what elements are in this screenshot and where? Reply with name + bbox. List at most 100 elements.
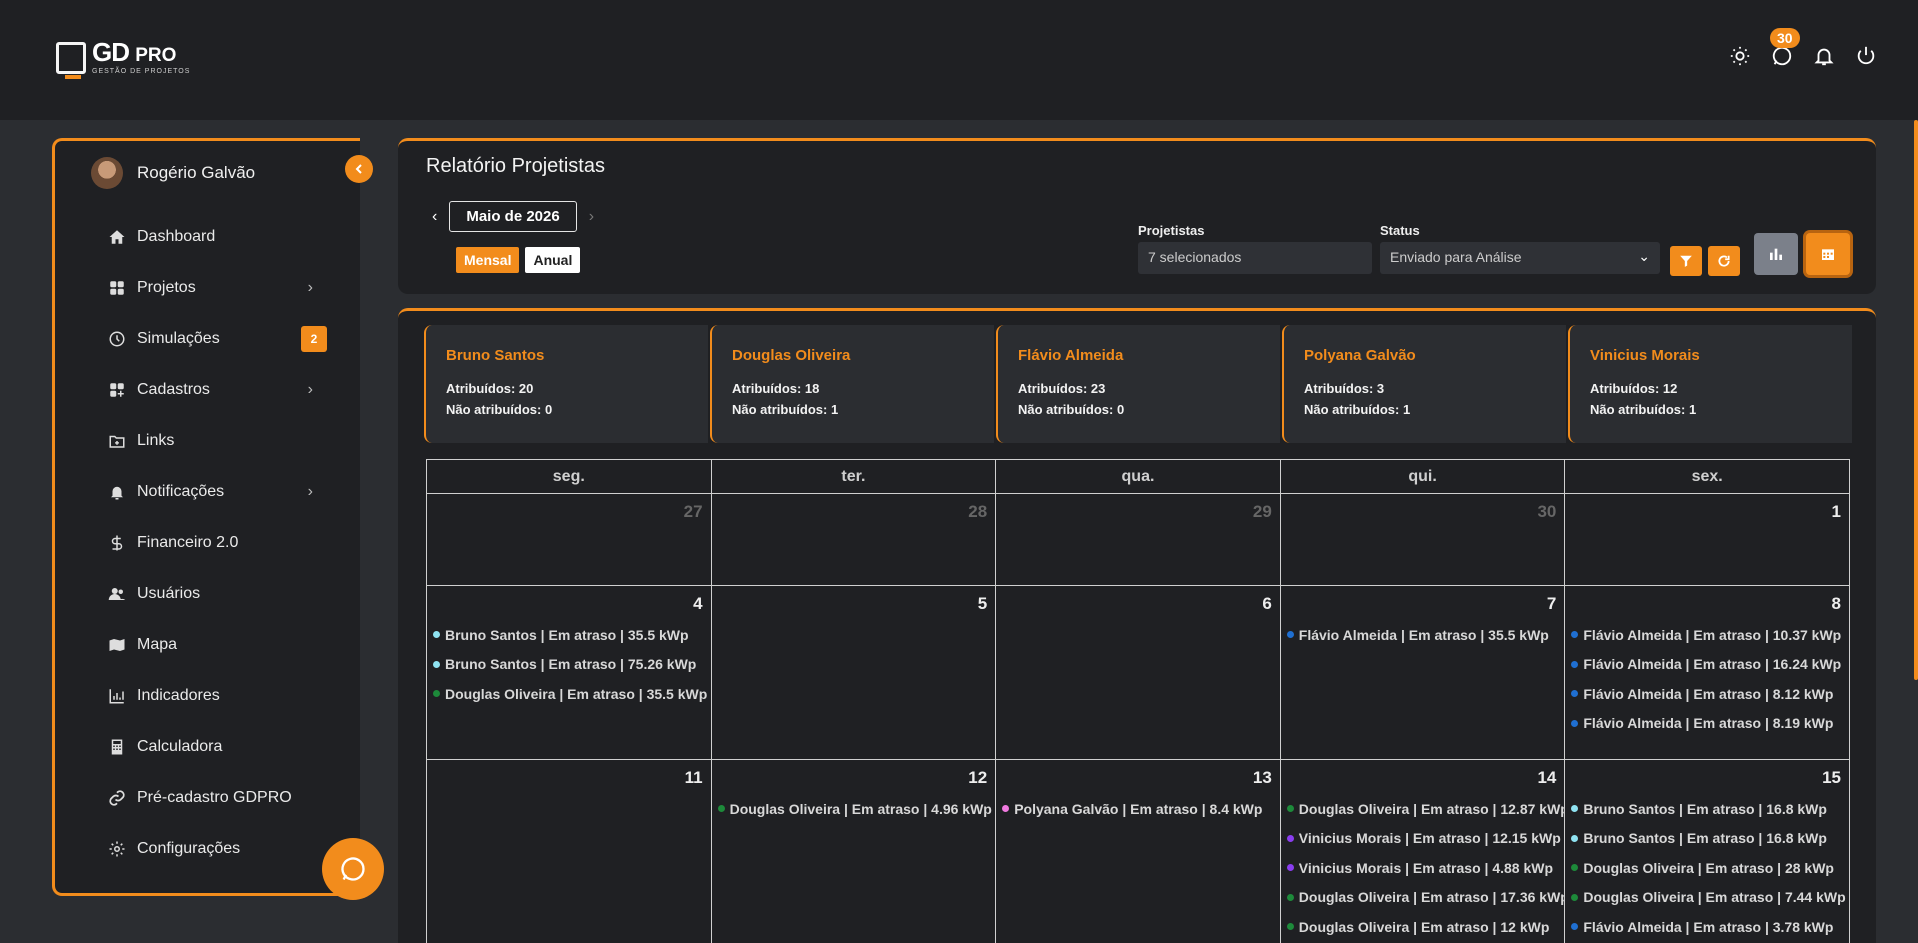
calendar-view-button[interactable] [1806,233,1850,275]
assigned-count: Atribuídos: 18 [732,381,820,396]
calendar-event[interactable]: Vinicius Morais | Em atraso | 4.88 kWp [1281,853,1565,883]
calendar-day-cell[interactable]: 28 [710,493,997,586]
unassigned-count: Não atribuídos: 1 [1304,402,1411,417]
power-icon[interactable] [1854,44,1878,68]
calendar-day-cell[interactable]: 14 Douglas Oliveira | Em atraso | 12.87 k… [1279,759,1566,943]
mode-yearly-button[interactable]: Anual [525,247,581,273]
event-label: Polyana Galvão | Em atraso | 8.4 kWp [1014,800,1263,817]
calendar-event[interactable]: Flávio Almeida | Em atraso | 16.24 kWp [1565,650,1849,680]
sidebar-item-indicadores[interactable]: Indicadores [107,670,337,721]
sidebar-item-dashboard[interactable]: Dashboard [107,211,337,262]
calendar-event[interactable]: Douglas Oliveira | Em atraso | 12 kWp [1281,912,1565,942]
day-number: 4 [693,594,703,613]
day-number: 6 [1262,594,1272,613]
designer-card: Polyana Galvão Atribuídos: 3 Não atribuí… [1282,325,1566,443]
calendar-day-cell[interactable]: 30 [1279,493,1566,586]
sidebar-item-label: Configurações [137,839,241,857]
calendar-event[interactable]: Douglas Oliveira | Em atraso | 4.96 kWp [712,794,996,824]
sidebar-item-notificacoes[interactable]: Notificações › [107,466,337,517]
weekday-header: qui. [1279,459,1566,494]
calendar-event[interactable]: Flávio Almeida | Em atraso | 3.78 kWp [1565,912,1849,942]
calendar-event[interactable]: Flávio Almeida | Em atraso | 10.37 kWp [1565,620,1849,650]
calendar-event[interactable]: Flávio Almeida | Em atraso | 8.12 kWp [1565,679,1849,709]
next-month-icon[interactable]: › [588,207,595,225]
user-name: Rogério Galvão [137,163,256,182]
grid-icon [107,278,127,298]
event-dot-icon [1571,864,1579,872]
user-profile[interactable]: Rogério Galvão [91,157,255,189]
messages-button[interactable]: 30 [1770,28,1800,68]
event-dot-icon [717,805,725,813]
designers-select[interactable]: 7 selecionados [1138,242,1372,274]
calendar-day-cell[interactable]: 4 Bruno Santos | Em atraso | 35.5 kWp Brun… [426,585,712,760]
brand-name: GD [92,37,130,67]
calendar-day-cell[interactable]: 13 Polyana Galvão | Em atraso | 8.4 kWp [995,759,1281,943]
calendar-icon [1822,249,1834,260]
designer-name: Polyana Galvão [1304,347,1416,364]
event-dot-icon [433,631,440,639]
calendar-day-cell[interactable]: 29 [995,493,1281,586]
bell-icon[interactable] [1812,44,1836,68]
calendar-day-cell[interactable]: 27 [426,493,712,586]
sidebar-item-pre-cadastro[interactable]: Pré-cadastro GDPRO [107,772,337,823]
calendar-event[interactable]: Polyana Galvão | Em atraso | 8.4 kWp [996,794,1280,824]
calendar-day-cell[interactable]: 1 [1564,493,1850,586]
calendar-event[interactable]: Flávio Almeida | Em atraso | 8.19 kWp [1565,709,1849,739]
sidebar-item-label: Dashboard [137,227,216,245]
month-picker-button[interactable]: Maio de 2026 [449,201,577,232]
calendar-day-cell[interactable]: 12 Douglas Oliveira | Em atraso | 4.96 kW… [710,759,997,943]
apply-filter-button[interactable] [1670,246,1702,276]
chat-fab-button[interactable] [322,838,384,900]
designers-select-value: 7 selecionados [1148,249,1242,265]
gdpro-logo[interactable]: GD PRO GESTÃO DE PROJETOS [56,37,190,79]
calendar-day-cell[interactable]: 8 Flávio Almeida | Em atraso | 10.37 kWp F… [1564,585,1850,760]
event-label: Douglas Oliveira | Em atraso | 4.96 kWp [729,800,992,817]
calendar-event[interactable]: Bruno Santos | Em atraso | 35.5 kWp [427,620,711,650]
calendar-day-cell[interactable]: 7 Flávio Almeida | Em atraso | 35.5 kWp [1279,585,1566,760]
calendar-event[interactable]: Bruno Santos | Em atraso | 16.8 kWp [1565,824,1849,854]
prev-month-icon[interactable]: ‹ [432,207,438,225]
refresh-button[interactable] [1708,246,1740,276]
calendar-event[interactable]: Douglas Oliveira | Em atraso | 35.5 kWp [427,679,711,709]
calendar-event[interactable]: Douglas Oliveira | Em atraso | 7.44 kWp [1565,883,1849,913]
calendar-event[interactable]: Douglas Oliveira | Em atraso | 12.87 kWp [1281,794,1564,824]
chat-bubble-icon [341,857,365,881]
sidebar-item-projetos[interactable]: Projetos › [107,262,337,313]
mode-monthly-button[interactable]: Mensal [456,247,520,273]
bell-icon [107,482,127,502]
event-dot-icon [1571,805,1579,813]
status-filter-label: Status [1380,223,1420,238]
calendar-event[interactable]: Bruno Santos | Em atraso | 16.8 kWp [1565,794,1849,824]
calendar-day-cell[interactable]: 6 [995,585,1281,760]
day-number: 1 [1831,502,1841,521]
sidebar-item-simulacoes[interactable]: Simulações 2 [107,313,337,364]
sidebar-item-mapa[interactable]: Mapa [107,619,337,670]
calendar-event[interactable]: Douglas Oliveira | Em atraso | 28 kWp [1565,853,1849,883]
sidebar-item-calculadora[interactable]: Calculadora [107,721,337,772]
sidebar-item-configuracoes[interactable]: Configurações [107,823,337,874]
sidebar-item-label: Notificações [137,482,225,500]
sidebar-item-links[interactable]: Links [107,415,337,466]
status-select[interactable]: Enviado para Análise ⌄ [1380,242,1660,274]
assigned-count: Atribuídos: 20 [446,381,534,396]
calendar-day-cell[interactable]: 15 Bruno Santos | Em atraso | 16.8 kWp Bru… [1564,759,1850,943]
designer-card: Vinicius Morais Atribuídos: 12 Não atrib… [1568,325,1852,443]
map-icon [107,635,127,655]
sidebar-item-financeiro[interactable]: Financeiro 2.0 [107,517,337,568]
calendar-event[interactable]: Bruno Santos | Em atraso | 75.26 kWp [427,650,711,680]
calendar-day-cell[interactable]: 5 [710,585,997,760]
event-label: Flávio Almeida | Em atraso | 35.5 kWp [1298,626,1549,643]
sidebar-nav: Dashboard Projetos › Simulações 2 Cadast… [107,211,337,874]
assigned-count: Atribuídos: 3 [1304,381,1385,396]
calendar-event[interactable]: Douglas Oliveira | Em atraso | 17.36 kWp [1281,883,1564,913]
sidebar-item-cadastros[interactable]: Cadastros › [107,364,337,415]
calendar-day-cell[interactable]: 11 [426,759,712,943]
sidebar-item-usuarios[interactable]: Usuários [107,568,337,619]
collapse-sidebar-button[interactable] [345,155,373,183]
designers-filter-label: Projetistas [1138,223,1205,238]
calendar-event[interactable]: Flávio Almeida | Em atraso | 35.5 kWp [1281,620,1565,650]
page-scrollbar[interactable] [1914,120,1918,680]
chart-view-button[interactable] [1754,233,1798,275]
sun-icon[interactable] [1728,44,1752,68]
calendar-event[interactable]: Vinicius Morais | Em atraso | 12.15 kWp [1281,824,1565,854]
